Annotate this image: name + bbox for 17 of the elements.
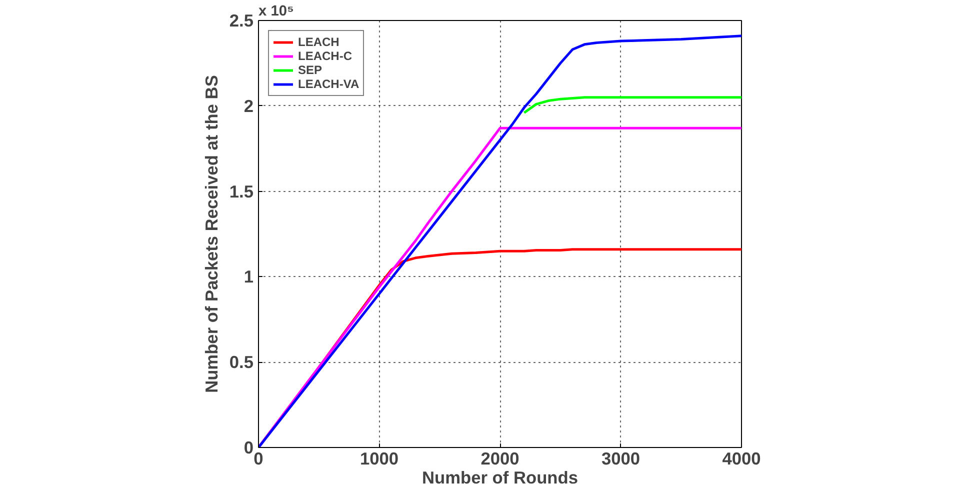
legend-label: LEACH	[298, 35, 340, 49]
legend-label: SEP	[298, 63, 322, 77]
x-tick-label: 1000	[360, 448, 399, 468]
x-tick-label: 2000	[480, 448, 520, 468]
x-tick-label: 3000	[601, 448, 640, 468]
y-tick-label: 1	[244, 266, 254, 287]
text: x 10⁵	[258, 4, 294, 20]
x-axis-title: Number of Rounds	[422, 468, 578, 488]
line-series	[522, 96, 742, 114]
legend-label: LEACH-C	[298, 49, 352, 63]
y-tick-label: 1.5	[229, 181, 254, 202]
legend-label: LEACH-VA	[298, 77, 360, 91]
x-tick-label: 4000	[722, 448, 761, 468]
y-axis-title: Number of Packets Received at the BS	[201, 75, 222, 393]
y-tick-label: 0.5	[229, 352, 254, 372]
y-tick-label: 2	[244, 96, 254, 116]
y-tick-label: 2.5	[229, 10, 254, 30]
